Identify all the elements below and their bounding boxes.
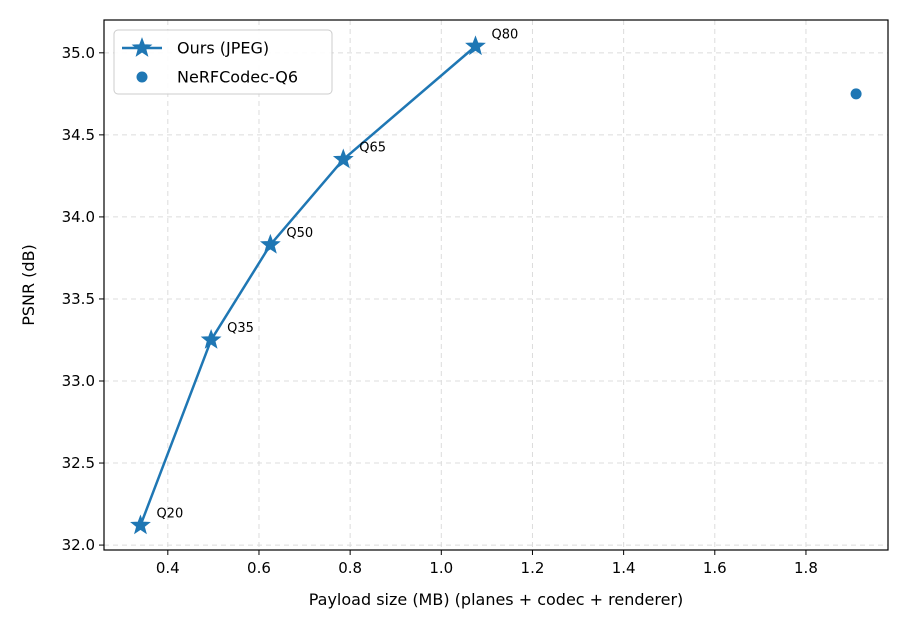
series-layer: [130, 35, 862, 535]
x-tick-label: 0.6: [247, 559, 271, 577]
point-label: Q20: [156, 506, 183, 521]
y-tick-label: 34.0: [62, 208, 95, 226]
data-point-star: [200, 329, 222, 349]
legend-item-0: Ours (JPEG): [122, 37, 269, 58]
x-tick-label: 0.8: [338, 559, 362, 577]
y-tick-label: 33.0: [62, 372, 95, 390]
legend-circle-icon: [136, 71, 148, 83]
y-tick-label: 33.5: [62, 290, 95, 308]
point-label: Q50: [286, 226, 313, 241]
legend-box: [113, 29, 333, 95]
point-labels: Q20 Q35 Q50 Q65 Q80: [156, 27, 518, 521]
x-tick-label: 1.0: [429, 559, 453, 577]
y-tick-label: 32.0: [62, 536, 95, 554]
data-point-star: [465, 35, 486, 56]
data-point-star: [130, 514, 151, 535]
legend-label: NeRFCodec-Q6: [177, 68, 298, 87]
data-point-circle: [850, 88, 862, 100]
point-label: Q65: [359, 140, 386, 155]
x-tick-label: 0.4: [156, 559, 180, 577]
x-tick-label: 1.6: [703, 559, 727, 577]
legend-star-icon: [131, 37, 153, 57]
legend: Ours (JPEG) NeRFCodec-Q6: [113, 29, 333, 95]
x-tick-label: 1.8: [794, 559, 818, 577]
legend-item-1: NeRFCodec-Q6: [136, 68, 298, 87]
x-axis-label: Payload size (MB) (planes + codec + rend…: [309, 590, 684, 609]
x-tick-label: 1.2: [521, 559, 545, 577]
legend-label: Ours (JPEG): [177, 39, 269, 58]
y-tick-label: 35.0: [62, 44, 95, 62]
plot-frame: [103, 19, 889, 551]
point-label: Q35: [227, 321, 254, 336]
series-1: [850, 88, 862, 100]
y-tick-label: 34.5: [62, 126, 95, 144]
point-label: Q80: [491, 27, 518, 42]
data-point-star: [259, 233, 281, 254]
y-tick-label: 32.5: [62, 454, 95, 472]
series-0: [130, 35, 486, 535]
axis-ticks: 0.4 0.6 0.8 1.0 1.2 1.4 1.6 1.8 32.0 32.5 33.0 33.5…: [62, 44, 818, 577]
y-axis-label: PSNR (dB): [19, 244, 38, 326]
x-tick-label: 1.4: [612, 559, 636, 577]
data-point-star: [332, 148, 354, 169]
